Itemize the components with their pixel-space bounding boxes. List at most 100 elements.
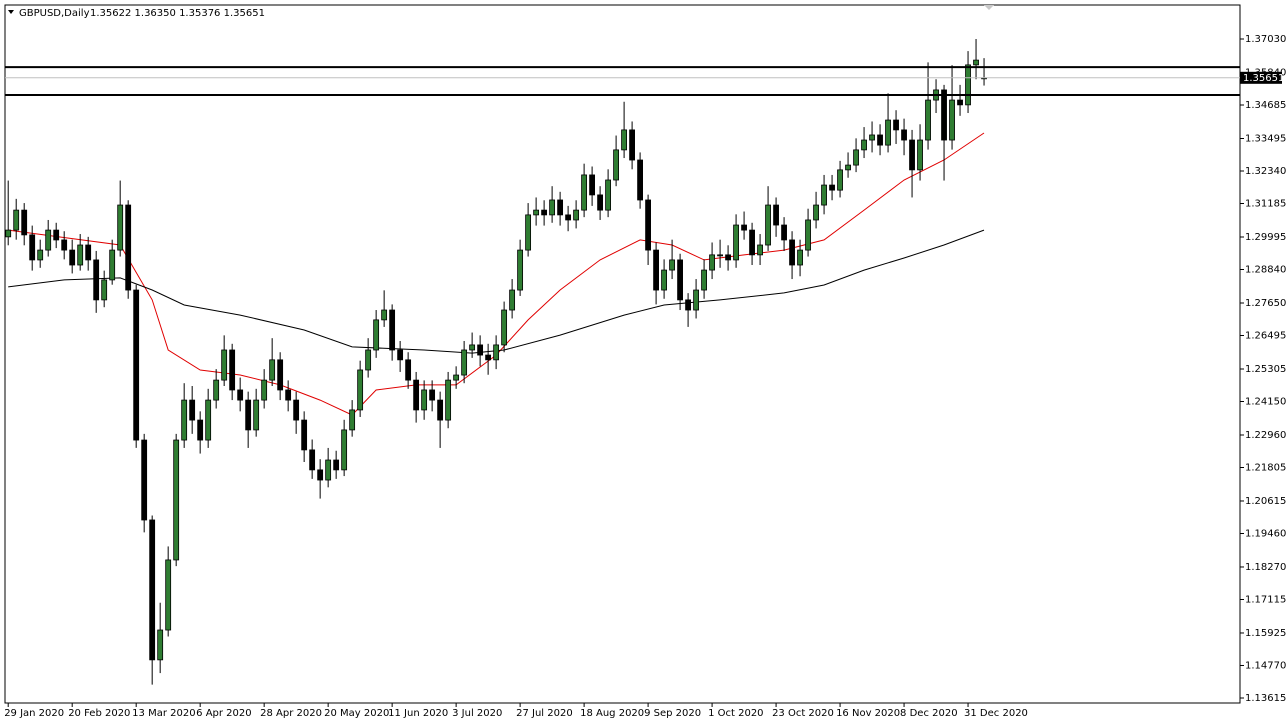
- candle-body: [109, 249, 116, 281]
- candle-body: [157, 629, 164, 661]
- x-tick-label: 23 Oct 2020: [772, 708, 834, 719]
- candle-body: [637, 159, 643, 201]
- candle-body: [853, 149, 859, 166]
- candle-body: [205, 399, 212, 441]
- candle-body: [941, 89, 947, 141]
- candle-body: [381, 309, 388, 321]
- candle-body: [733, 224, 739, 261]
- y-tick-label: 1.24150: [1245, 396, 1286, 407]
- menu-arrow: [8, 10, 14, 14]
- candle-body: [621, 129, 627, 151]
- candle-body: [85, 244, 92, 261]
- candle-body: [237, 389, 244, 401]
- candle-body: [269, 359, 276, 381]
- y-tick-label: 1.18270: [1245, 562, 1286, 573]
- candle-body: [293, 399, 300, 421]
- candle-body: [189, 399, 196, 421]
- y-tick-label: 1.15925: [1245, 628, 1286, 639]
- candle-body: [773, 204, 779, 226]
- candle-body: [37, 249, 44, 261]
- y-tick-label: 1.27650: [1245, 298, 1286, 309]
- x-tick-label: 6 Apr 2020: [196, 708, 251, 719]
- candle-body: [725, 254, 731, 261]
- y-tick-label: 1.13615: [1245, 693, 1286, 704]
- y-tick-label: 1.31185: [1245, 198, 1286, 209]
- candle-body: [229, 349, 236, 391]
- candle-body: [5, 229, 12, 238]
- y-tick-label: 1.26495: [1245, 330, 1286, 341]
- candle-body: [309, 449, 316, 471]
- x-tick-label: 8 Dec 2020: [900, 708, 958, 719]
- candle-body: [93, 259, 100, 301]
- candle-body: [645, 199, 651, 251]
- candle-body: [781, 224, 787, 241]
- x-tick-label: 31 Dec 2020: [964, 708, 1028, 719]
- candle-body: [613, 149, 620, 181]
- candle-body: [501, 309, 508, 346]
- candle-body: [693, 289, 699, 311]
- candle-body: [421, 389, 428, 411]
- candle-body: [461, 349, 468, 376]
- y-tick-label: 1.28840: [1245, 264, 1286, 275]
- candle-body: [829, 184, 835, 191]
- last-price-box: [1240, 71, 1282, 84]
- candle-body: [29, 234, 36, 261]
- candle-body: [173, 439, 180, 561]
- candle-body: [925, 99, 931, 141]
- candle-body: [741, 224, 747, 231]
- y-tick-label: 1.14770: [1245, 660, 1286, 671]
- x-tick-label: 27 Jul 2020: [516, 708, 573, 719]
- candle-body: [597, 194, 604, 211]
- candle-body: [77, 244, 84, 266]
- candle-body: [965, 64, 971, 106]
- candle-body: [821, 184, 827, 206]
- candle-body: [677, 259, 683, 301]
- candle-body: [581, 174, 588, 211]
- candle-body: [13, 209, 20, 231]
- candle-body: [221, 349, 228, 381]
- candle-body: [589, 174, 596, 196]
- candle-body: [485, 354, 492, 361]
- candle-body: [909, 139, 915, 171]
- candle-body: [45, 229, 52, 251]
- candle-body: [797, 249, 803, 266]
- candle-body: [325, 459, 332, 481]
- candle-body: [261, 379, 268, 401]
- candle-body: [317, 469, 324, 481]
- candle-body: [805, 219, 811, 251]
- x-tick-label: 20 Feb 2020: [68, 708, 130, 719]
- candle-body: [661, 269, 667, 291]
- candle-body: [901, 129, 907, 141]
- candle-body: [525, 214, 532, 251]
- y-tick-label: 1.21805: [1245, 462, 1286, 473]
- candle-body: [301, 419, 308, 451]
- candle-body: [573, 209, 580, 221]
- candle-body: [813, 204, 819, 221]
- y-tick-label: 1.17115: [1245, 594, 1286, 605]
- candle-body: [453, 374, 460, 381]
- candle-body: [445, 379, 452, 421]
- candle-body: [357, 369, 364, 411]
- candle-body: [365, 349, 372, 371]
- candle-body: [477, 344, 484, 356]
- candle-body: [101, 279, 108, 301]
- candle-body: [877, 134, 883, 146]
- x-tick-label: 28 Apr 2020: [260, 708, 322, 719]
- y-tick-label: 1.25305: [1245, 364, 1286, 375]
- candle-body: [533, 209, 540, 216]
- candle-body: [493, 344, 500, 361]
- candle-body: [845, 164, 851, 171]
- candle-body: [749, 229, 755, 256]
- candle-body: [397, 349, 404, 361]
- moving-average: [8, 132, 985, 416]
- candle-body: [165, 559, 172, 631]
- candle-body: [213, 379, 220, 401]
- candle-body: [181, 399, 188, 441]
- ohlc-readout: 1.35622 1.36350 1.35376 1.35651: [90, 8, 265, 19]
- candle-body: [789, 239, 795, 266]
- candle-body: [949, 99, 955, 141]
- candle-body: [701, 269, 707, 291]
- candle-body: [333, 459, 340, 471]
- y-tick-label: 1.33495: [1245, 133, 1286, 144]
